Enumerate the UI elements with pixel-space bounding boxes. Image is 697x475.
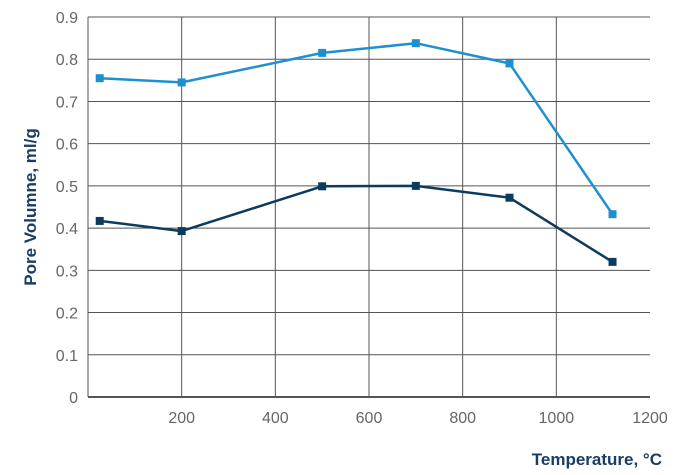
data-point [505, 193, 514, 202]
data-point [318, 48, 327, 57]
data-point [95, 216, 104, 225]
y-tick-label: 0.5 [56, 179, 78, 196]
y-tick-label: 0.6 [56, 137, 78, 154]
tick-labels: 0 0.1 0.2 0.3 0.4 0.5 0.6 0.7 0.8 0.9 200 400 600 800… [56, 10, 668, 427]
series-line [99, 184, 614, 263]
y-tick-label: 0.4 [56, 221, 78, 238]
data-point [411, 39, 420, 48]
series-2 [95, 181, 617, 266]
data-point [608, 210, 617, 219]
data-point [177, 227, 186, 236]
data-point [95, 74, 104, 83]
y-tick-label: 0.2 [56, 306, 78, 323]
y-tick-label: 0.9 [56, 10, 78, 27]
x-tick-label: 600 [356, 410, 383, 427]
data-point [177, 78, 186, 87]
grid-lines [88, 16, 650, 397]
y-axis-title: Pore Volumne, ml/g [21, 128, 40, 285]
x-tick-label: 200 [168, 410, 195, 427]
axes [87, 17, 650, 398]
y-tick-label: 0.8 [56, 52, 78, 69]
x-tick-label: 1200 [632, 410, 668, 427]
x-tick-label: 400 [262, 410, 289, 427]
y-tick-label: 0.7 [56, 94, 78, 111]
y-tick-label: 0.3 [56, 263, 78, 280]
series-1 [95, 39, 617, 219]
series-layer [95, 39, 617, 266]
x-tick-label: 800 [449, 410, 476, 427]
x-axis-title: Temperature, °C [532, 450, 662, 469]
data-point [318, 182, 327, 191]
y-tick-label: 0 [69, 390, 78, 407]
data-point [411, 181, 420, 190]
data-point [608, 257, 617, 266]
data-point [505, 59, 514, 68]
y-tick-label: 0.1 [56, 348, 78, 365]
series-line [99, 41, 614, 215]
x-tick-label: 1000 [539, 410, 575, 427]
